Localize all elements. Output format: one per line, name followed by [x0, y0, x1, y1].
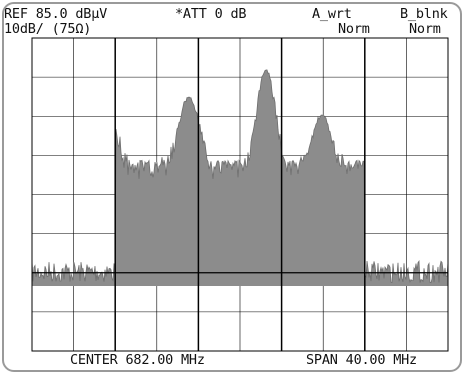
reference-level-label: REF 85.0 dBμV: [4, 6, 108, 22]
span-label: SPAN 40.00 MHz: [306, 352, 417, 368]
attenuation-label: *ATT 0 dB: [175, 6, 247, 22]
graticule-major-lines: [31, 37, 449, 352]
center-frequency-label: CENTER 682.00 MHz: [70, 352, 205, 368]
scale-label: 10dB/ (75Ω): [4, 21, 92, 37]
graticule-border: [31, 37, 449, 352]
trace-b-mode-label: B_blnk: [400, 6, 448, 22]
spectrum-plot: [31, 37, 449, 352]
trace-a-detector-label: Norm: [338, 21, 370, 37]
trace-fill: [32, 69, 448, 287]
trace-b-detector-label: Norm: [409, 21, 441, 37]
trace-a-mode-label: A_wrt: [312, 6, 352, 22]
